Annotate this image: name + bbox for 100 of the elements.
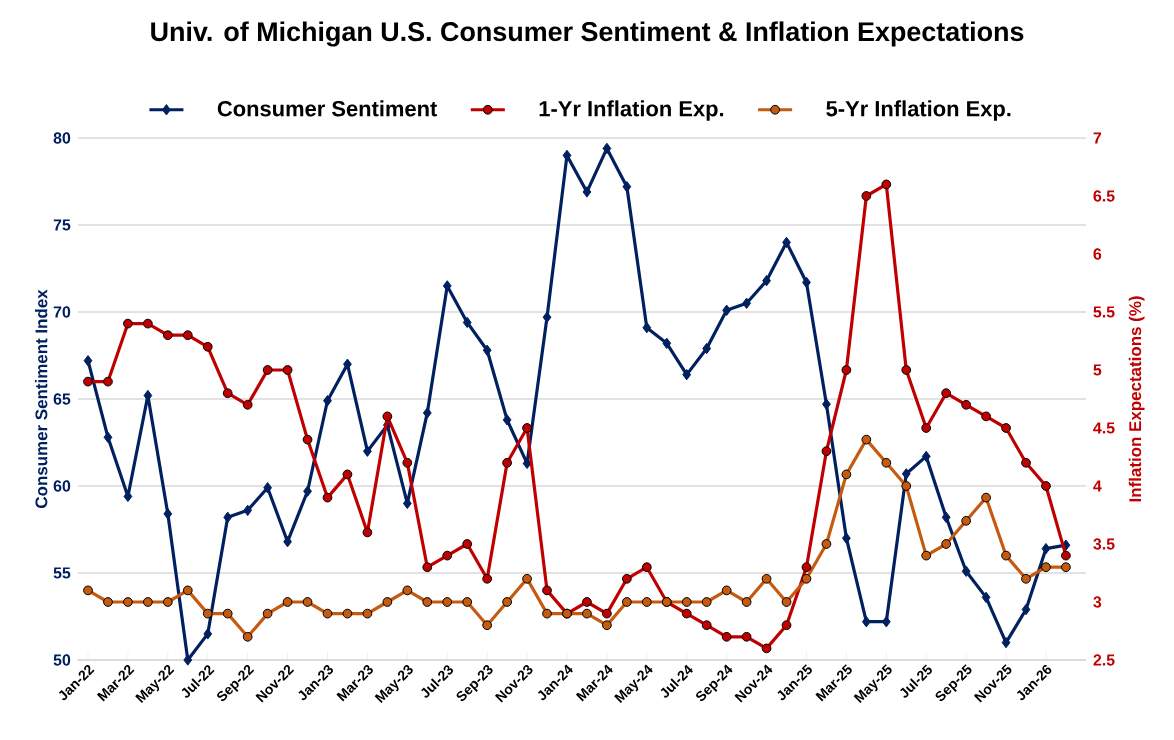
point bbox=[602, 620, 612, 631]
point bbox=[283, 536, 292, 548]
point bbox=[103, 376, 113, 387]
point bbox=[721, 631, 732, 642]
point bbox=[502, 597, 512, 607]
point bbox=[602, 608, 612, 619]
point bbox=[262, 608, 273, 619]
point bbox=[701, 620, 712, 631]
point bbox=[721, 585, 732, 596]
point bbox=[103, 597, 113, 607]
point bbox=[263, 482, 272, 494]
point bbox=[342, 469, 353, 480]
point bbox=[741, 631, 752, 642]
point bbox=[1041, 562, 1051, 573]
point bbox=[162, 597, 173, 607]
point bbox=[781, 620, 792, 631]
point bbox=[363, 445, 372, 457]
point bbox=[362, 608, 373, 619]
y2-axis-title: Inflation Expectations (%) bbox=[1128, 296, 1145, 502]
point bbox=[162, 330, 173, 341]
point bbox=[681, 608, 692, 619]
point bbox=[1021, 603, 1031, 616]
point bbox=[182, 330, 193, 341]
point bbox=[901, 365, 912, 375]
point bbox=[542, 608, 552, 619]
point bbox=[382, 411, 393, 422]
point bbox=[242, 399, 253, 410]
point bbox=[582, 186, 592, 198]
point bbox=[842, 532, 851, 544]
point bbox=[1021, 573, 1031, 584]
point bbox=[83, 355, 93, 367]
point bbox=[302, 597, 313, 607]
point bbox=[761, 643, 772, 654]
point bbox=[83, 585, 93, 596]
point bbox=[682, 368, 692, 381]
point bbox=[701, 597, 712, 607]
point bbox=[323, 395, 332, 407]
point bbox=[602, 142, 612, 155]
point bbox=[742, 297, 751, 309]
point bbox=[901, 468, 911, 480]
point bbox=[981, 591, 991, 604]
point bbox=[83, 376, 93, 387]
point bbox=[402, 585, 413, 596]
point bbox=[222, 388, 233, 399]
point bbox=[722, 304, 732, 316]
point bbox=[222, 608, 233, 619]
point bbox=[621, 597, 632, 607]
point bbox=[801, 562, 812, 573]
point bbox=[921, 450, 931, 463]
point bbox=[1041, 542, 1051, 555]
point bbox=[402, 457, 413, 468]
point bbox=[981, 411, 991, 422]
point bbox=[462, 539, 473, 549]
point bbox=[342, 608, 353, 619]
point bbox=[442, 597, 453, 607]
point bbox=[422, 562, 433, 573]
point bbox=[282, 597, 293, 607]
point bbox=[142, 318, 153, 329]
point bbox=[861, 434, 872, 445]
point bbox=[1061, 562, 1071, 573]
legend-label: 5-Yr Inflation Exp. bbox=[826, 100, 1011, 121]
point bbox=[901, 481, 912, 491]
point bbox=[662, 337, 672, 349]
point bbox=[422, 407, 432, 419]
point bbox=[1001, 636, 1011, 649]
point bbox=[242, 631, 253, 642]
point bbox=[123, 597, 133, 607]
point bbox=[163, 508, 173, 520]
point bbox=[822, 398, 831, 410]
point bbox=[182, 585, 193, 596]
point bbox=[202, 608, 213, 619]
point bbox=[961, 515, 972, 526]
point bbox=[1061, 550, 1071, 561]
point bbox=[1001, 550, 1011, 561]
point bbox=[582, 608, 592, 619]
point bbox=[482, 344, 492, 356]
point bbox=[641, 562, 652, 573]
point bbox=[841, 365, 852, 375]
point bbox=[641, 597, 652, 607]
point bbox=[442, 550, 453, 561]
point bbox=[821, 446, 832, 457]
point bbox=[981, 492, 991, 503]
chart-title: Univ. of Michigan U.S. Consumer Sentiment & Inflation Expectations bbox=[151, 21, 1024, 47]
point bbox=[642, 321, 652, 334]
point bbox=[502, 414, 512, 426]
point bbox=[1021, 457, 1031, 468]
point bbox=[522, 423, 532, 433]
point bbox=[243, 504, 253, 517]
point bbox=[861, 616, 871, 628]
point bbox=[941, 388, 952, 399]
point bbox=[462, 597, 473, 607]
point bbox=[921, 423, 932, 433]
point bbox=[462, 316, 472, 329]
point bbox=[223, 511, 233, 523]
point bbox=[741, 597, 752, 607]
point bbox=[1041, 481, 1051, 491]
point bbox=[841, 469, 852, 480]
point bbox=[422, 597, 433, 607]
point bbox=[621, 573, 632, 584]
point bbox=[142, 597, 153, 607]
